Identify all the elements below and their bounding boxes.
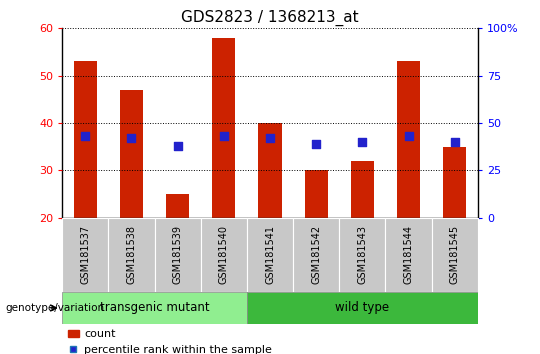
- Bar: [120, 90, 143, 218]
- Text: genotype/variation: genotype/variation: [5, 303, 105, 313]
- Title: GDS2823 / 1368213_at: GDS2823 / 1368213_at: [181, 9, 359, 25]
- Text: GSM181545: GSM181545: [450, 225, 460, 285]
- Text: GSM181543: GSM181543: [357, 225, 367, 284]
- Text: GSM181537: GSM181537: [80, 225, 90, 285]
- Text: GSM181538: GSM181538: [126, 225, 137, 284]
- Point: [312, 141, 321, 147]
- Bar: [386, 218, 431, 292]
- Text: GSM181540: GSM181540: [219, 225, 229, 284]
- Text: wild type: wild type: [335, 302, 389, 314]
- Bar: [62, 292, 247, 324]
- Point: [404, 133, 413, 139]
- Point: [450, 139, 459, 145]
- Text: GSM181542: GSM181542: [311, 225, 321, 285]
- Bar: [154, 218, 201, 292]
- Bar: [397, 62, 420, 218]
- Point: [127, 135, 136, 141]
- Bar: [212, 38, 235, 218]
- Point: [81, 133, 90, 139]
- Bar: [305, 170, 328, 218]
- Bar: [247, 218, 293, 292]
- Bar: [443, 147, 467, 218]
- Bar: [62, 218, 109, 292]
- Point: [266, 135, 274, 141]
- Text: GSM181541: GSM181541: [265, 225, 275, 284]
- Bar: [293, 218, 339, 292]
- Bar: [201, 218, 247, 292]
- Bar: [339, 218, 386, 292]
- Bar: [247, 292, 478, 324]
- Point: [173, 143, 182, 149]
- Bar: [351, 161, 374, 218]
- Bar: [166, 194, 189, 218]
- Bar: [431, 218, 478, 292]
- Legend: count, percentile rank within the sample: count, percentile rank within the sample: [68, 330, 272, 354]
- Text: transgenic mutant: transgenic mutant: [100, 302, 210, 314]
- Text: GSM181539: GSM181539: [173, 225, 183, 284]
- Bar: [259, 123, 281, 218]
- Bar: [109, 218, 154, 292]
- Bar: [73, 62, 97, 218]
- Text: GSM181544: GSM181544: [403, 225, 414, 284]
- Point: [358, 139, 367, 145]
- Point: [219, 133, 228, 139]
